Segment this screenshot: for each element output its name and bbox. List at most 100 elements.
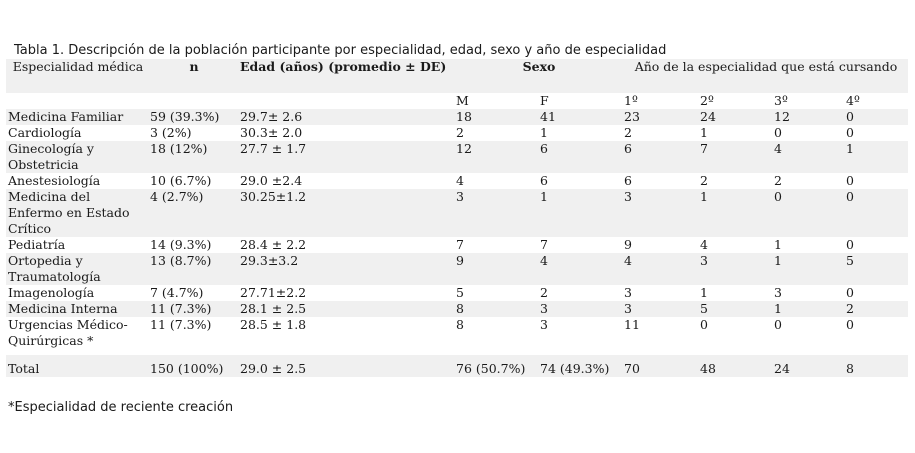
cell-esp: Pediatría — [8, 237, 66, 252]
cell-y2: 4 — [700, 237, 708, 252]
cell-edad: 27.7 ± 1.7 — [238, 141, 454, 173]
cell-edad: 29.0 ±2.4 — [240, 173, 303, 188]
cell-f: 1 — [538, 189, 622, 237]
header-edad: Edad (años) (promedio ± DE) — [238, 59, 454, 93]
cell-y2: 1 — [700, 285, 708, 300]
cell-n: 3 (2%) — [150, 125, 192, 140]
cell-esp: Medicina del Enfermo en Estado Crítico — [6, 189, 148, 237]
cell-y3: 0 — [774, 317, 782, 332]
cell-edad: 28.4 ± 2.2 — [240, 237, 307, 252]
header-anio: Año de la especialidad que está cursando — [622, 59, 908, 93]
cell-y4: 0 — [846, 285, 854, 300]
cell-f: 3 — [540, 317, 548, 332]
cell-f: 2 — [540, 285, 548, 300]
cell-y1: 2 — [624, 125, 632, 140]
cell-n: 18 (12%) — [148, 141, 238, 173]
cell-y4: 0 — [846, 317, 854, 332]
table-row: Medicina Interna 11 (7.3%) 28.1 ± 2.5 8 3 3 5 1… — [6, 301, 908, 317]
cell-edad: 29.7± 2.6 — [238, 109, 454, 125]
cell-y4: 1 — [844, 141, 908, 173]
cell-y1: 11 — [624, 317, 640, 332]
cell-m: 4 — [456, 173, 464, 188]
cell-edad: 27.71±2.2 — [240, 285, 307, 300]
cell-f: 4 — [538, 253, 622, 285]
cell-m: 2 — [456, 125, 464, 140]
cell-y2: 48 — [698, 355, 772, 377]
cell-esp: Imagenología — [8, 285, 95, 300]
cell-y1: 9 — [624, 237, 632, 252]
cell-y4: 0 — [844, 189, 908, 237]
header-y3: 3º — [774, 93, 788, 108]
cell-y1: 70 — [622, 355, 698, 377]
cell-y4: 0 — [846, 237, 854, 252]
cell-n: 7 (4.7%) — [150, 285, 204, 300]
cell-y3: 24 — [772, 355, 844, 377]
header-row-main: Especialidad médica n Edad (años) (prome… — [6, 59, 908, 93]
header-sexo: Sexo — [454, 59, 622, 93]
cell-n: 150 (100%) — [148, 355, 238, 377]
cell-n: 11 (7.3%) — [148, 301, 238, 317]
cell-y3: 12 — [772, 109, 844, 125]
header-f: F — [540, 93, 549, 108]
cell-n: 10 (6.7%) — [150, 173, 212, 188]
cell-n: 13 (8.7%) — [148, 253, 238, 285]
cell-edad: 30.3± 2.0 — [240, 125, 303, 140]
cell-n: 4 (2.7%) — [148, 189, 238, 237]
table-row: Ginecología y Obstetricia 18 (12%) 27.7 ± … — [6, 141, 908, 173]
table-row: Anestesiología 10 (6.7%) 29.0 ±2.4 4 6 6 2 2 0 — [6, 173, 908, 189]
cell-y1: 6 — [622, 141, 698, 173]
cell-y2: 1 — [700, 125, 708, 140]
population-table: Especialidad médica n Edad (años) (prome… — [6, 59, 908, 377]
cell-y2: 24 — [698, 109, 772, 125]
cell-m: 3 — [454, 189, 538, 237]
cell-m: 7 — [456, 237, 464, 252]
cell-y4: 2 — [844, 301, 908, 317]
cell-edad: 28.1 ± 2.5 — [238, 301, 454, 317]
cell-m: 5 — [456, 285, 464, 300]
table-row: Cardiología 3 (2%) 30.3± 2.0 2 1 2 1 0 0 — [6, 125, 908, 141]
cell-m: 76 (50.7%) — [454, 355, 538, 377]
cell-y3: 1 — [774, 237, 782, 252]
table-row: Pediatría 14 (9.3%) 28.4 ± 2.2 7 7 9 4 1 0 — [6, 237, 908, 253]
cell-y2: 3 — [698, 253, 772, 285]
cell-esp: Total — [6, 355, 148, 377]
cell-f: 6 — [540, 173, 548, 188]
table-row: Imagenología 7 (4.7%) 27.71±2.2 5 2 3 1 3 0 — [6, 285, 908, 301]
cell-esp: Medicina Familiar — [6, 109, 148, 125]
cell-y2: 1 — [698, 189, 772, 237]
cell-esp: Ginecología y Obstetricia — [6, 141, 148, 173]
cell-y4: 8 — [844, 355, 908, 377]
cell-esp: Cardiología — [8, 125, 82, 140]
cell-y4: 5 — [844, 253, 908, 285]
cell-m: 12 — [454, 141, 538, 173]
cell-n: 14 (9.3%) — [150, 237, 212, 252]
cell-y1: 4 — [622, 253, 698, 285]
cell-y1: 3 — [622, 301, 698, 317]
cell-m: 9 — [454, 253, 538, 285]
cell-esp: Medicina Interna — [6, 301, 148, 317]
header-y1: 1º — [624, 93, 638, 108]
cell-y2: 7 — [698, 141, 772, 173]
cell-y2: 2 — [700, 173, 708, 188]
cell-n: 11 (7.3%) — [150, 317, 212, 332]
cell-esp: Urgencias Médico-Quirúrgicas * — [8, 317, 128, 348]
table-row: Urgencias Médico-Quirúrgicas * 11 (7.3%) 2… — [6, 317, 908, 355]
cell-y1: 23 — [622, 109, 698, 125]
cell-edad: 29.0 ± 2.5 — [238, 355, 454, 377]
header-row-sub: M F 1º 2º 3º 4º — [6, 93, 908, 109]
cell-m: 8 — [454, 301, 538, 317]
table-row: Medicina del Enfermo en Estado Crítico 4 … — [6, 189, 908, 237]
table-row: Ortopedia y Traumatología 13 (8.7%) 29.3±3… — [6, 253, 908, 285]
cell-n: 59 (39.3%) — [148, 109, 238, 125]
cell-y2: 0 — [700, 317, 708, 332]
cell-f: 6 — [538, 141, 622, 173]
cell-f: 41 — [538, 109, 622, 125]
header-n: n — [148, 59, 238, 93]
table-row: Total 150 (100%) 29.0 ± 2.5 76 (50.7%) 74 (4… — [6, 355, 908, 377]
cell-y4: 0 — [844, 109, 908, 125]
header-y4: 4º — [846, 93, 860, 108]
cell-y1: 3 — [624, 285, 632, 300]
header-m: M — [456, 93, 469, 108]
cell-y1: 3 — [622, 189, 698, 237]
cell-f: 7 — [540, 237, 548, 252]
